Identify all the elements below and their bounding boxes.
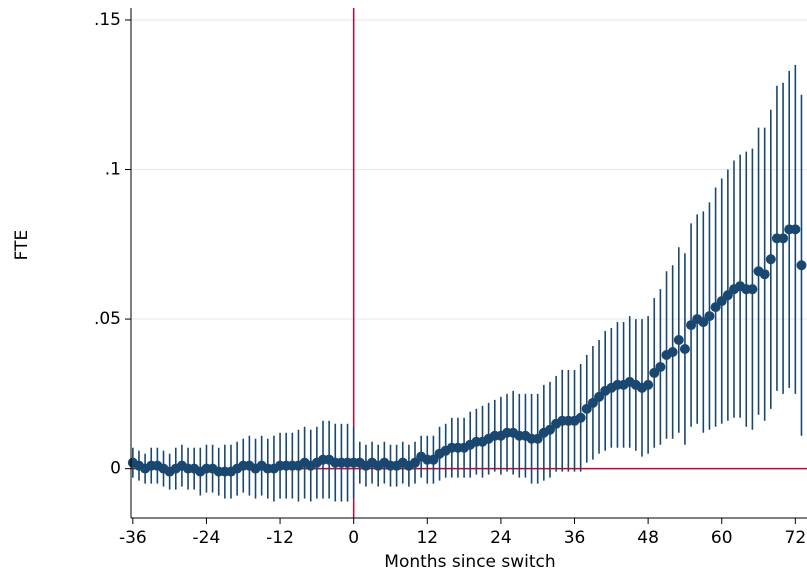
point	[594, 391, 605, 402]
point	[532, 433, 543, 444]
point	[667, 346, 678, 357]
point	[673, 335, 684, 346]
grid	[131, 19, 807, 470]
axes: 0 .05 .1 .15 -36 -24 -12 0 12 24 36 48 60 72	[94, 8, 807, 548]
point	[655, 361, 666, 372]
point	[796, 260, 807, 271]
point	[778, 233, 789, 244]
x-tick-label: -12	[266, 528, 294, 548]
x-tick-label: 72	[785, 528, 807, 548]
y-tick-label: .15	[94, 10, 121, 30]
point	[686, 320, 697, 331]
point	[716, 296, 727, 307]
x-tick-label: 48	[637, 528, 659, 548]
x-tick-label: 0	[348, 528, 359, 548]
x-tick-label: -24	[193, 528, 221, 548]
point	[704, 311, 715, 322]
y-tick-label: 0	[110, 459, 121, 479]
point	[759, 269, 770, 280]
y-tick-label: .1	[105, 160, 121, 180]
x-tick-label: 24	[490, 528, 512, 548]
point	[722, 290, 733, 301]
point	[643, 379, 654, 390]
point	[790, 224, 801, 235]
x-tick-label: 36	[564, 528, 586, 548]
plot-marks	[127, 64, 807, 502]
point	[587, 397, 598, 408]
x-tick-label: 12	[416, 528, 438, 548]
point	[544, 424, 555, 435]
point	[765, 254, 776, 265]
x-axis-title: Months since switch	[384, 552, 555, 572]
point	[710, 302, 721, 313]
y-tick-label: .05	[94, 309, 121, 329]
point	[747, 284, 758, 295]
y-axis-title: FTE	[12, 230, 32, 261]
point	[575, 412, 586, 423]
point	[649, 367, 660, 378]
point	[698, 317, 709, 328]
point	[410, 457, 421, 468]
point	[581, 403, 592, 414]
point	[428, 454, 439, 465]
x-tick-label: -36	[119, 528, 147, 548]
x-tick-label: 60	[711, 528, 733, 548]
point	[679, 343, 690, 354]
